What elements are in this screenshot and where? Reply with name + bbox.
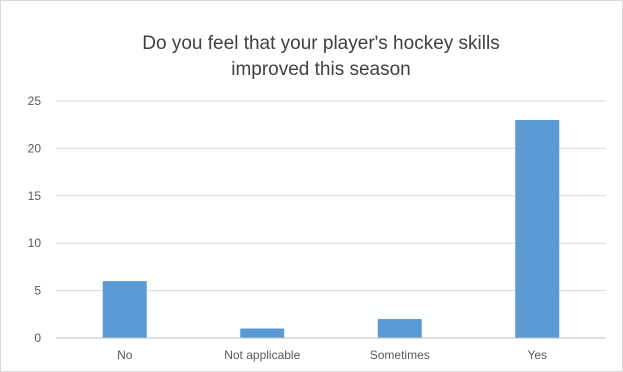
y-tick-label: 5 bbox=[34, 284, 41, 298]
bar-no bbox=[102, 281, 147, 338]
bar-yes bbox=[515, 119, 560, 339]
y-tick-label: 20 bbox=[28, 141, 42, 155]
y-tick-label: 0 bbox=[34, 331, 41, 345]
bar-not-applicable bbox=[240, 328, 285, 338]
x-tick-label: Not applicable bbox=[224, 348, 300, 362]
x-tick-label: Sometimes bbox=[370, 348, 430, 362]
x-tick-label: Yes bbox=[527, 348, 547, 362]
chart-title: Do you feel that your player's hockey sk… bbox=[61, 31, 581, 83]
tick-labels: 0 5 10 15 20 25 No Not applicable Sometimes Yes bbox=[28, 94, 547, 362]
gridlines bbox=[56, 100, 606, 292]
x-tick-label: No bbox=[117, 348, 133, 362]
y-tick-label: 10 bbox=[28, 236, 42, 250]
bars bbox=[102, 119, 560, 339]
y-tick-label: 15 bbox=[28, 189, 42, 203]
bar-sometimes bbox=[377, 319, 422, 338]
y-tick-label: 25 bbox=[28, 94, 42, 108]
chart-title-line-2: improved this season bbox=[231, 59, 411, 80]
chart-title-line-1: Do you feel that your player's hockey sk… bbox=[142, 33, 500, 54]
